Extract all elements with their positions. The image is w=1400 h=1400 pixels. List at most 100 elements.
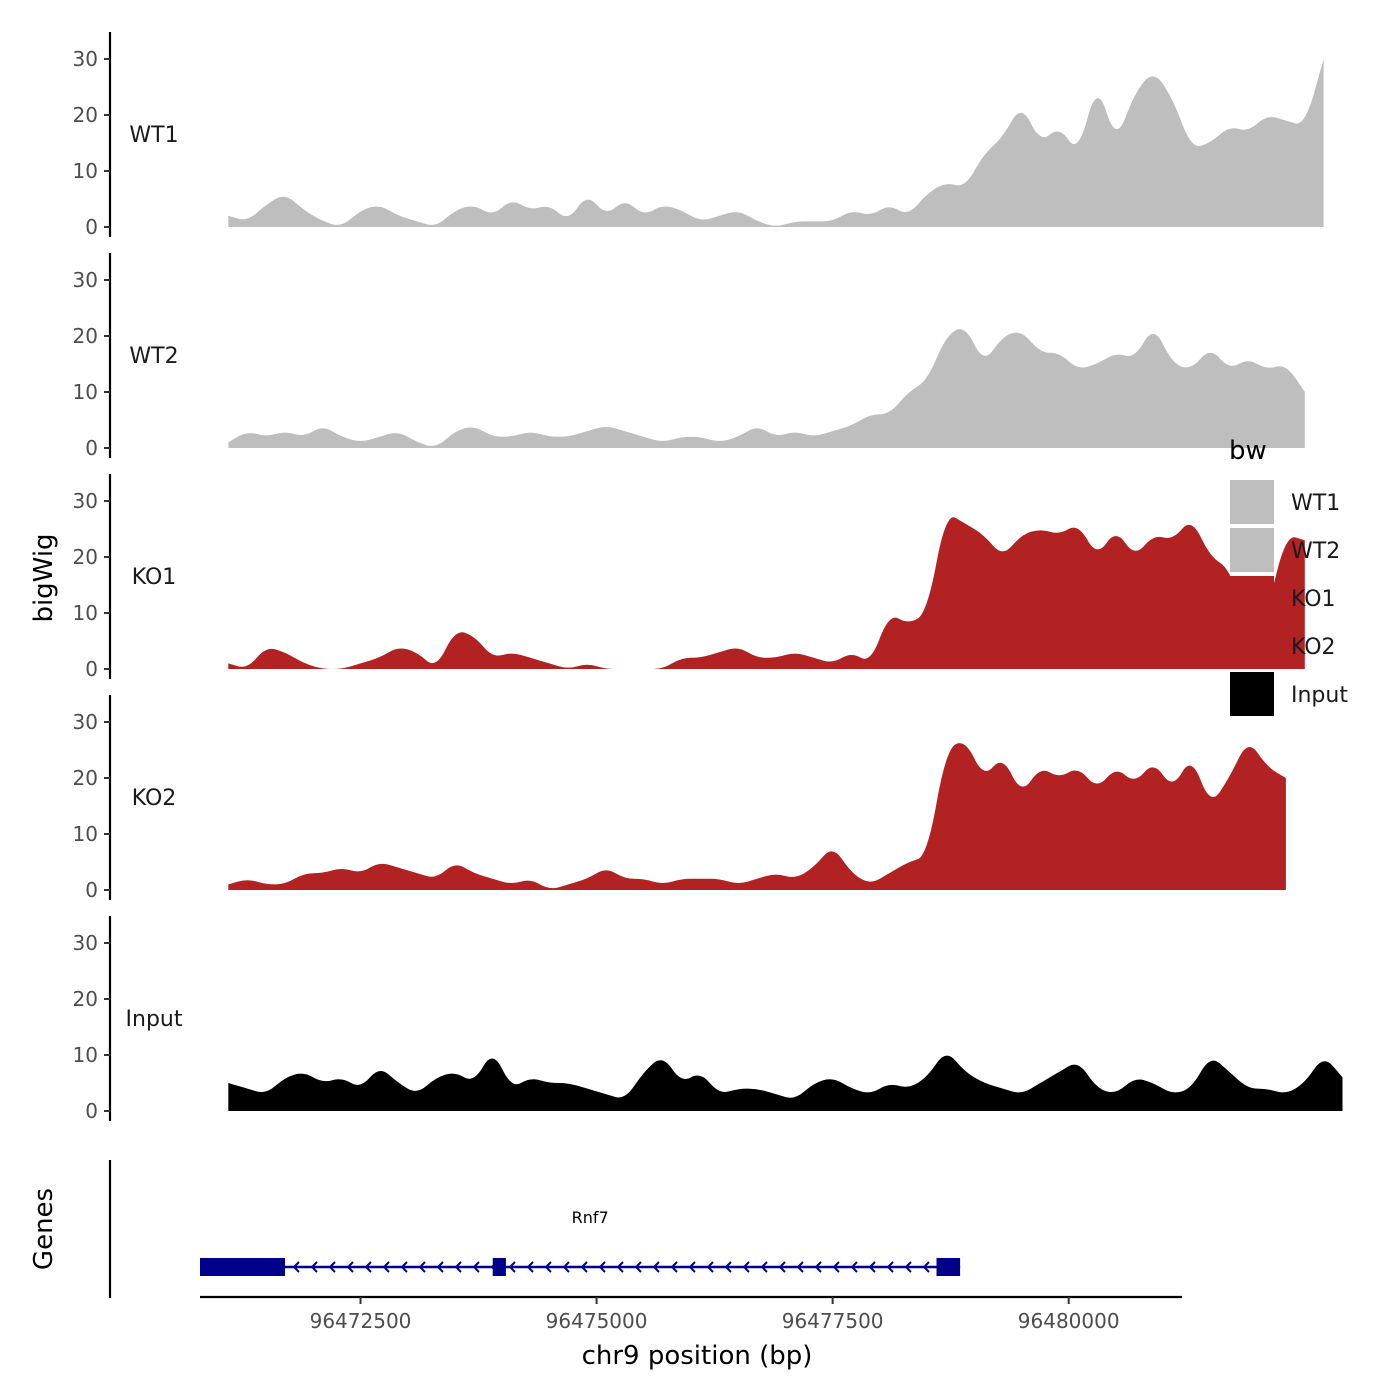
x-tick-label: 96480000	[1018, 1309, 1120, 1333]
strand-arrow	[886, 1261, 894, 1273]
legend-item-ko2: KO2	[1230, 624, 1336, 668]
strand-arrow	[526, 1261, 534, 1273]
strand-arrow	[364, 1261, 372, 1273]
strand-arrow	[346, 1261, 354, 1273]
y-tick-label: 20	[73, 766, 98, 790]
area-ko1	[228, 517, 1305, 669]
y-tick-label: 20	[73, 987, 98, 1011]
genes-axis-title: Genes	[29, 1188, 59, 1270]
strand-arrow	[832, 1261, 840, 1273]
legend-label: Input	[1291, 683, 1348, 708]
legend-label: WT1	[1291, 491, 1340, 516]
legend-swatch	[1230, 480, 1274, 524]
y-tick-label: 0	[85, 215, 98, 239]
y-tick-label: 30	[73, 710, 98, 734]
y-tick-label: 0	[85, 436, 98, 460]
y-axis-title: bigWig	[29, 533, 59, 622]
y-tick-label: 30	[73, 268, 98, 292]
y-tick-label: 10	[73, 1043, 98, 1067]
strand-arrow	[382, 1261, 390, 1273]
y-tick-label: 0	[85, 878, 98, 902]
x-axis: 96472500 96475000 96477500 96480000	[200, 1295, 1182, 1333]
legend-swatch	[1230, 672, 1274, 716]
y-tick-label: 0	[85, 657, 98, 681]
strand-arrow	[508, 1261, 516, 1273]
area-wt1	[228, 59, 1324, 227]
strand-arrow	[850, 1261, 858, 1273]
strand-arrow	[310, 1261, 318, 1273]
legend-label: KO2	[1291, 635, 1336, 660]
track-input: 0 10 20 30 Input	[73, 916, 1343, 1123]
legend-swatch	[1230, 624, 1274, 668]
legend-title: bw	[1229, 436, 1267, 466]
strand-arrow	[454, 1261, 462, 1273]
legend-item-input: Input	[1230, 672, 1348, 716]
strand-arrow	[400, 1261, 408, 1273]
genes-panel: Rnf7	[108, 1160, 961, 1298]
y-tick-label: 30	[73, 931, 98, 955]
x-tick-label: 96472500	[310, 1309, 412, 1333]
strand-arrow	[544, 1261, 552, 1273]
strand-arrow	[436, 1261, 444, 1273]
y-tick-label: 30	[73, 47, 98, 71]
strand-arrow	[652, 1261, 660, 1273]
y-tick-label: 20	[73, 545, 98, 569]
gene-exon	[936, 1258, 961, 1276]
strand-arrow	[868, 1261, 876, 1273]
strand-arrow	[742, 1261, 750, 1273]
legend-item-ko1: KO1	[1230, 576, 1336, 620]
area-input	[228, 1055, 1343, 1111]
y-tick-label: 10	[73, 822, 98, 846]
legend-item-wt1: WT1	[1230, 480, 1340, 524]
strand-arrow	[598, 1261, 606, 1273]
strand-arrow	[814, 1261, 822, 1273]
y-tick-label: 10	[73, 380, 98, 404]
strand-arrow	[688, 1261, 696, 1273]
track-label: Input	[126, 1007, 183, 1032]
x-tick-label: 96477500	[782, 1309, 884, 1333]
strand-arrow	[796, 1261, 804, 1273]
strand-arrow	[616, 1261, 624, 1273]
legend: bw WT1 WT2 KO1 KO2 Input	[1229, 436, 1348, 716]
strand-arrow	[778, 1261, 786, 1273]
legend-label: WT2	[1291, 539, 1340, 564]
y-tick-label: 10	[73, 601, 98, 625]
strand-arrow	[670, 1261, 678, 1273]
strand-arrow	[724, 1261, 732, 1273]
y-tick-label: 20	[73, 324, 98, 348]
track-label: KO1	[132, 565, 177, 590]
legend-item-wt2: WT2	[1230, 528, 1340, 572]
strand-arrow	[418, 1261, 426, 1273]
strand-arrow	[292, 1261, 300, 1273]
tracks-layer: 0 10 20 30 WT1 0 10 20 30 WT2 0 10 20 30 KO1 0 10 20 30 KO2…	[73, 32, 1343, 1123]
strand-arrow	[706, 1261, 714, 1273]
y-tick-label: 30	[73, 489, 98, 513]
strand-arrow	[634, 1261, 642, 1273]
y-tick-label: 10	[73, 159, 98, 183]
strand-arrow	[760, 1261, 768, 1273]
track-label: KO2	[132, 786, 177, 811]
strand-arrow	[580, 1261, 588, 1273]
strand-arrow	[562, 1261, 570, 1273]
track-ko1: 0 10 20 30 KO1	[73, 474, 1305, 681]
gene-exon	[200, 1258, 285, 1276]
legend-swatch	[1230, 576, 1274, 620]
area-ko2	[228, 743, 1286, 890]
legend-swatch	[1230, 528, 1274, 572]
strand-arrow	[904, 1261, 912, 1273]
area-wt2	[228, 329, 1305, 448]
track-label: WT1	[129, 123, 178, 148]
y-tick-label: 0	[85, 1099, 98, 1123]
gene-rnf7: Rnf7	[200, 1208, 961, 1276]
gene-exon	[492, 1258, 506, 1276]
track-ko2: 0 10 20 30 KO2	[73, 695, 1286, 902]
strand-arrow	[328, 1261, 336, 1273]
strand-arrow	[472, 1261, 480, 1273]
track-label: WT2	[129, 344, 178, 369]
track-wt1: 0 10 20 30 WT1	[73, 32, 1324, 239]
strand-arrow	[922, 1261, 930, 1273]
legend-label: KO1	[1291, 587, 1336, 612]
y-tick-label: 20	[73, 103, 98, 127]
x-axis-title: chr9 position (bp)	[582, 1341, 813, 1371]
